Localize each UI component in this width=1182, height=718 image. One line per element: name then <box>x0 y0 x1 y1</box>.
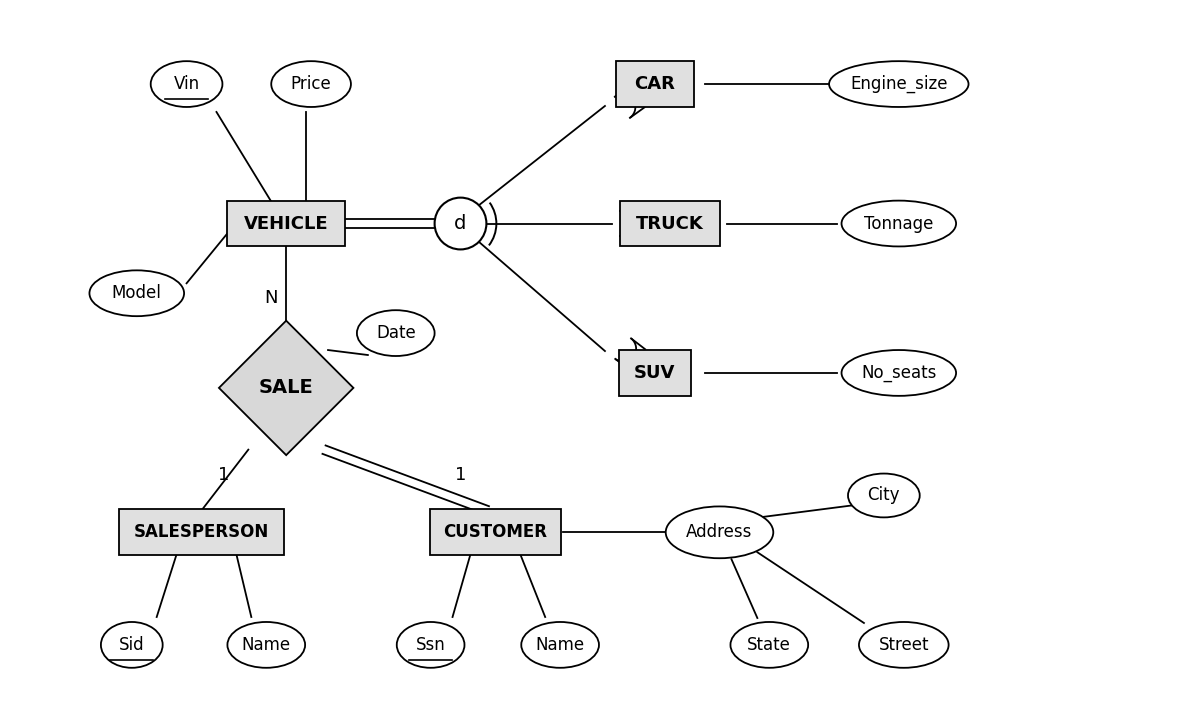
Text: Sid: Sid <box>119 636 144 654</box>
Text: No_seats: No_seats <box>862 364 936 382</box>
Text: Engine_size: Engine_size <box>850 75 948 93</box>
Text: City: City <box>868 487 901 505</box>
Ellipse shape <box>842 350 956 396</box>
Ellipse shape <box>730 622 808 668</box>
Ellipse shape <box>847 474 920 518</box>
Text: 1: 1 <box>455 465 466 483</box>
Ellipse shape <box>90 271 184 316</box>
Text: Date: Date <box>376 324 416 342</box>
Text: SALE: SALE <box>259 378 313 397</box>
Text: Ssn: Ssn <box>416 636 446 654</box>
Text: Price: Price <box>291 75 331 93</box>
Text: TRUCK: TRUCK <box>636 215 703 233</box>
Circle shape <box>435 197 487 249</box>
Text: d: d <box>454 214 467 233</box>
FancyBboxPatch shape <box>429 509 561 555</box>
Ellipse shape <box>151 61 222 107</box>
Ellipse shape <box>227 622 305 668</box>
Text: N: N <box>265 289 278 307</box>
FancyBboxPatch shape <box>619 350 690 396</box>
FancyBboxPatch shape <box>119 509 284 555</box>
Text: SALESPERSON: SALESPERSON <box>134 523 269 541</box>
Text: SUV: SUV <box>634 364 675 382</box>
FancyBboxPatch shape <box>616 61 694 107</box>
Text: Name: Name <box>535 636 585 654</box>
Text: Street: Street <box>878 636 929 654</box>
Ellipse shape <box>859 622 949 668</box>
Text: Model: Model <box>112 284 162 302</box>
Ellipse shape <box>357 310 435 356</box>
Text: Address: Address <box>687 523 753 541</box>
Text: CUSTOMER: CUSTOMER <box>443 523 547 541</box>
Ellipse shape <box>100 622 163 668</box>
Ellipse shape <box>397 622 465 668</box>
Text: Vin: Vin <box>174 75 200 93</box>
Text: VEHICLE: VEHICLE <box>243 215 329 233</box>
Text: Name: Name <box>241 636 291 654</box>
Ellipse shape <box>665 506 773 558</box>
Text: Tonnage: Tonnage <box>864 215 934 233</box>
FancyBboxPatch shape <box>227 200 345 246</box>
Ellipse shape <box>271 61 351 107</box>
Ellipse shape <box>842 200 956 246</box>
FancyBboxPatch shape <box>619 200 720 246</box>
Text: 1: 1 <box>217 465 229 483</box>
Text: State: State <box>747 636 791 654</box>
Polygon shape <box>219 321 353 455</box>
Ellipse shape <box>521 622 599 668</box>
Text: CAR: CAR <box>635 75 675 93</box>
Ellipse shape <box>829 61 968 107</box>
